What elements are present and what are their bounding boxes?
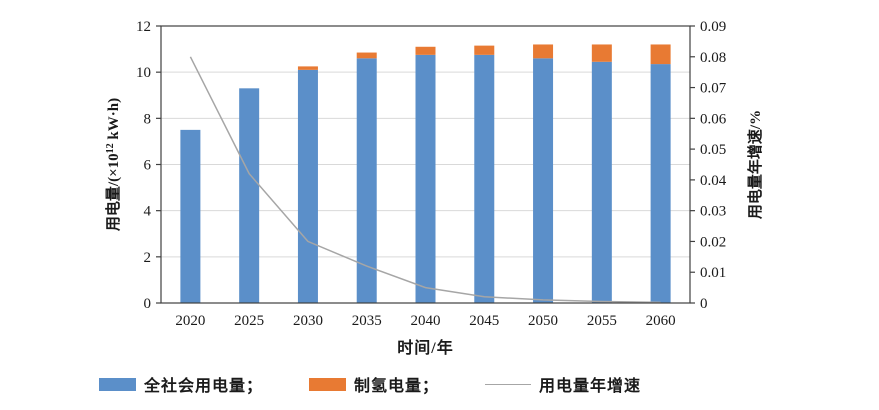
right-axis-tick-label: 0.01: [700, 265, 726, 281]
x-axis-tick-label: 2020: [175, 313, 205, 329]
left-axis-tick-label: 10: [136, 65, 151, 81]
right-axis-tick-label: 0.04: [700, 173, 727, 189]
x-axis-tick-label: 2030: [293, 313, 323, 329]
bar-segment-2020: [180, 129, 201, 303]
legend-label: 制氢电量；: [353, 378, 439, 395]
legend-label: 用电量年增速: [539, 378, 642, 395]
legend-color-swatch: [98, 377, 136, 391]
bar-segment-2060: [650, 64, 671, 304]
bar-segment-2060: [650, 44, 671, 65]
left-axis-tick-label: 12: [136, 19, 151, 35]
bar-segment-2055: [591, 44, 612, 62]
legend-color-swatch: [308, 377, 346, 391]
x-axis-tick-label: 2040: [411, 313, 441, 329]
left-axis-tick-label: 4: [144, 204, 152, 220]
right-axis-tick-label: 0.09: [700, 19, 726, 35]
x-axis-tick-label: 2045: [469, 313, 499, 329]
legend-item-1: 制氢电量；: [308, 372, 439, 396]
x-axis-tick-label: 2050: [528, 313, 558, 329]
legend-label: 全社会用电量；: [143, 378, 263, 395]
x-axis-tick-label: 2055: [587, 313, 617, 329]
bar-segment-2045: [474, 45, 495, 55]
bar-segment-2045: [474, 54, 495, 303]
bar-segment-2025: [239, 88, 260, 303]
right-axis-tick-label: 0.07: [700, 81, 727, 97]
bar-segment-2050: [533, 44, 554, 59]
right-axis-tick-label: 0.05: [700, 142, 726, 158]
right-axis-tick-label: 0.03: [700, 204, 726, 220]
bar-segment-2030: [297, 69, 318, 303]
x-axis-tick-label: 2025: [234, 313, 264, 329]
bar-segment-2040: [415, 46, 436, 55]
x-axis-tick-label: 2060: [646, 313, 676, 329]
left-axis-title: 用电量/(×1012 kW·h): [104, 98, 122, 231]
bar-segment-2030: [297, 66, 318, 70]
right-axis-tick-label: 0.06: [700, 111, 727, 127]
right-axis-tick-label: 0: [700, 296, 708, 312]
bar-segment-2035: [356, 58, 377, 303]
bar-segment-2035: [356, 52, 377, 59]
right-axis-title: 用电量年增速/%: [746, 110, 764, 219]
left-axis-tick-label: 8: [144, 111, 152, 127]
left-axis-tick-label: 0: [144, 296, 152, 312]
bar-segment-2040: [415, 54, 436, 303]
legend-line-swatch: [485, 383, 531, 385]
right-axis-tick-label: 0.08: [700, 50, 726, 66]
x-axis-tick-label: 2035: [352, 313, 382, 329]
right-axis-tick-label: 0.02: [700, 234, 726, 250]
left-axis-tick-label: 6: [144, 158, 152, 174]
legend-item-0: 全社会用电量；: [98, 372, 263, 396]
chart-legend: 全社会用电量； 制氢电量； 用电量年增速: [0, 372, 740, 396]
growth-rate-line: [189, 56, 661, 304]
legend-item-2: 用电量年增速: [485, 372, 641, 396]
bar-segment-2055: [591, 61, 612, 303]
bar-segment-2050: [533, 58, 554, 303]
x-axis-title: 时间/年: [397, 338, 453, 357]
left-axis-tick-label: 2: [144, 250, 152, 266]
